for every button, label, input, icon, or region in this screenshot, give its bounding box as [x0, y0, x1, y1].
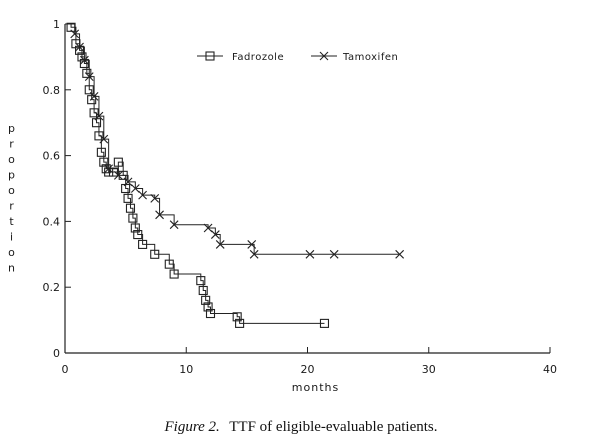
tamoxifen-point — [155, 210, 164, 220]
series-tamoxifen — [65, 23, 405, 259]
tamoxifen-line — [65, 23, 400, 255]
fadrozole-point — [319, 318, 330, 328]
legend-label: Tamoxifen — [342, 52, 398, 63]
legend-x-marker — [319, 51, 329, 61]
y-axis-title-letter: o — [8, 184, 16, 197]
fadrozole-point — [203, 302, 213, 312]
fadrozole-point — [164, 259, 174, 269]
fadrozole-point — [150, 249, 160, 259]
fadrozole-point — [77, 52, 87, 62]
tamoxifen-point — [210, 230, 220, 239]
y-tick-label: 0.4 — [43, 215, 61, 228]
fadrozole-point — [84, 85, 94, 95]
tamoxifen-point — [70, 29, 80, 39]
fadrozole-point — [169, 269, 179, 279]
x-axis-title: months — [292, 381, 339, 394]
x-tick-label: 40 — [543, 363, 557, 376]
fadrozole-point — [232, 312, 242, 322]
tamoxifen-point — [130, 184, 140, 193]
legend: Fadrozole Tamoxifen — [197, 51, 398, 63]
fadrozole-point — [128, 213, 138, 223]
y-tick-label: 0.6 — [43, 150, 61, 163]
fadrozole-point — [99, 157, 109, 167]
tamoxifen-point — [99, 134, 109, 144]
tamoxifen-point — [215, 240, 225, 249]
fadrozole-point — [82, 68, 92, 78]
series-fadrozole — [65, 22, 330, 328]
tamoxifen-point — [203, 223, 213, 233]
y-axis-title-letter: t — [9, 215, 14, 228]
fadrozole-point — [196, 276, 206, 286]
x-tick-label: 30 — [422, 363, 436, 376]
tamoxifen-point — [113, 170, 123, 180]
tamoxifen-point — [104, 164, 114, 174]
tamoxifen-point — [395, 249, 405, 259]
fadrozole-point — [89, 108, 99, 118]
y-axis-title-letter: o — [8, 246, 16, 259]
tamoxifen-point — [94, 111, 104, 121]
fadrozole-point — [125, 203, 136, 213]
x-tick-label: 0 — [62, 363, 69, 376]
y-tick-label: 0.2 — [43, 281, 61, 294]
tamoxifen-point — [329, 249, 339, 259]
tamoxifen-point — [75, 42, 84, 52]
axes: 0 10 20 30 40 0 0.2 0.4 0.6 0.8 1 — [43, 18, 558, 376]
legend-item-tamoxifen: Tamoxifen — [311, 51, 398, 63]
tamoxifen-point — [138, 190, 147, 200]
x-tick-label: 10 — [179, 363, 193, 376]
fadrozole-line — [65, 23, 325, 324]
tamoxifen-point — [249, 249, 259, 259]
legend-label: Fadrozole — [232, 52, 284, 63]
series-layer — [65, 22, 405, 328]
legend-item-fadrozole: Fadrozole — [197, 51, 284, 63]
y-axis-title-letter: p — [8, 122, 16, 135]
y-axis-title-letter: i — [10, 231, 14, 244]
fadrozole-point — [130, 223, 140, 233]
caption-text: TTF of eligible-evaluable patients. — [229, 419, 437, 435]
fadrozole-point — [138, 239, 148, 249]
y-axis-title-letter: p — [8, 169, 16, 182]
tamoxifen-point — [169, 220, 179, 230]
tamoxifen-point — [123, 177, 133, 187]
y-axis-title-letter: o — [8, 153, 16, 166]
fadrozole-point — [123, 193, 133, 203]
tamoxifen-point — [150, 193, 160, 203]
tamoxifen-point — [84, 72, 94, 82]
y-tick-label: 0.8 — [43, 84, 61, 97]
y-axis-title-letter: r — [9, 138, 15, 151]
fadrozole-point — [205, 308, 216, 319]
y-axis-title-letter: r — [9, 200, 15, 213]
caption-label: Figure 2. — [163, 419, 219, 435]
fadrozole-point — [198, 285, 208, 296]
y-tick-label: 0 — [53, 347, 60, 360]
figure-caption: Figure 2. TTF of eligible-evaluable pati… — [163, 419, 437, 435]
legend-square-marker — [205, 51, 215, 61]
fadrozole-point — [96, 147, 106, 157]
fadrozole-point — [201, 295, 211, 305]
fadrozole-point — [113, 157, 123, 167]
fadrozole-point — [133, 230, 143, 240]
tamoxifen-point — [305, 249, 315, 259]
tamoxifen-point — [89, 91, 99, 101]
fadrozole-point — [235, 318, 245, 328]
x-tick-label: 20 — [301, 363, 315, 376]
fadrozole-point — [94, 131, 104, 141]
tamoxifen-point — [247, 240, 257, 249]
y-tick-label: 1 — [53, 18, 60, 31]
tamoxifen-point — [80, 55, 89, 65]
y-axis-title-letter: n — [8, 262, 16, 275]
fadrozole-point — [108, 167, 119, 177]
fadrozole-point — [87, 95, 97, 105]
